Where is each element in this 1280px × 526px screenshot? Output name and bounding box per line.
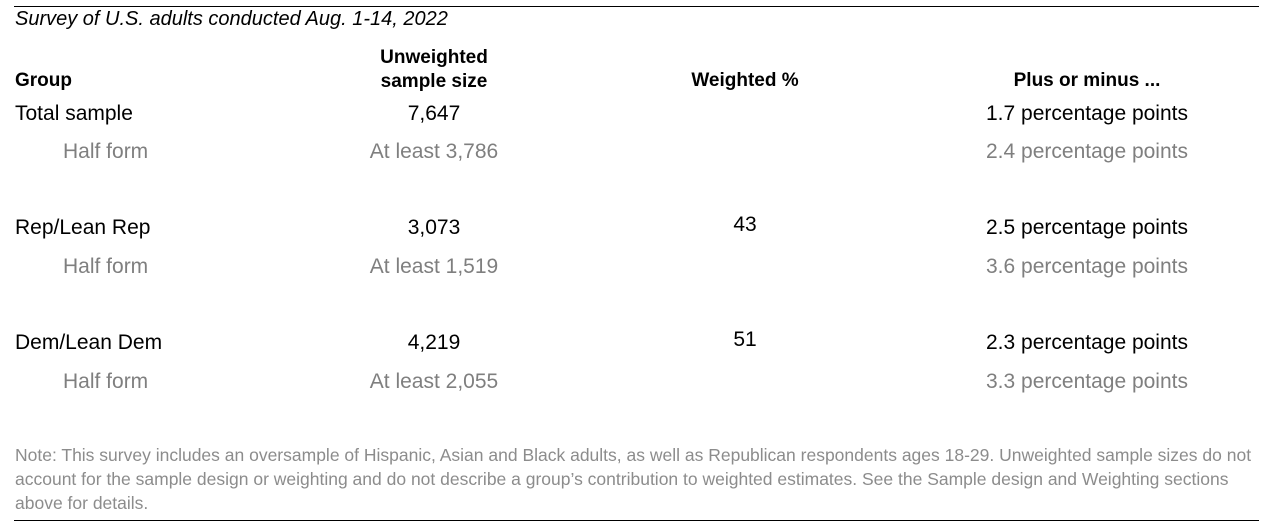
header-sample-size-line2: sample size (380, 71, 488, 92)
row-weighted: 51 (733, 328, 757, 351)
top-rule (14, 6, 1259, 7)
row-margin: 2.5 percentage points (986, 216, 1188, 239)
bottom-rule (14, 520, 1259, 521)
row-sample-size: At least 3,786 (369, 140, 499, 163)
header-margin: Plus or minus ... (1013, 70, 1161, 91)
row-group-label: Half form (63, 140, 149, 163)
row-sample-size: 3,073 (407, 216, 461, 239)
row-margin: 2.4 percentage points (986, 140, 1188, 163)
row-group-label: Half form (63, 370, 149, 393)
header-sample-size-line1: Unweighted (380, 47, 488, 68)
row-group-label: Total sample (15, 102, 133, 125)
header-weighted: Weighted % (691, 70, 799, 91)
row-weighted: 43 (733, 213, 757, 236)
header-group: Group (15, 70, 72, 91)
row-sample-size: At least 1,519 (369, 255, 499, 278)
header-sample-size: Unweighted sample size (380, 46, 488, 94)
row-margin: 1.7 percentage points (986, 102, 1188, 125)
row-margin: 3.3 percentage points (986, 370, 1188, 393)
row-sample-size: At least 2,055 (369, 370, 499, 393)
row-sample-size: 4,219 (407, 331, 461, 354)
table-subtitle: Survey of U.S. adults conducted Aug. 1-1… (15, 8, 448, 30)
table-note: Note: This survey includes an oversample… (15, 445, 1252, 513)
row-group-label: Rep/Lean Rep (15, 216, 151, 239)
row-group-label: Half form (63, 255, 149, 278)
row-sample-size: 7,647 (407, 102, 461, 125)
row-margin: 2.3 percentage points (986, 331, 1188, 354)
row-group-label: Dem/Lean Dem (15, 331, 163, 354)
row-margin: 3.6 percentage points (986, 255, 1188, 278)
